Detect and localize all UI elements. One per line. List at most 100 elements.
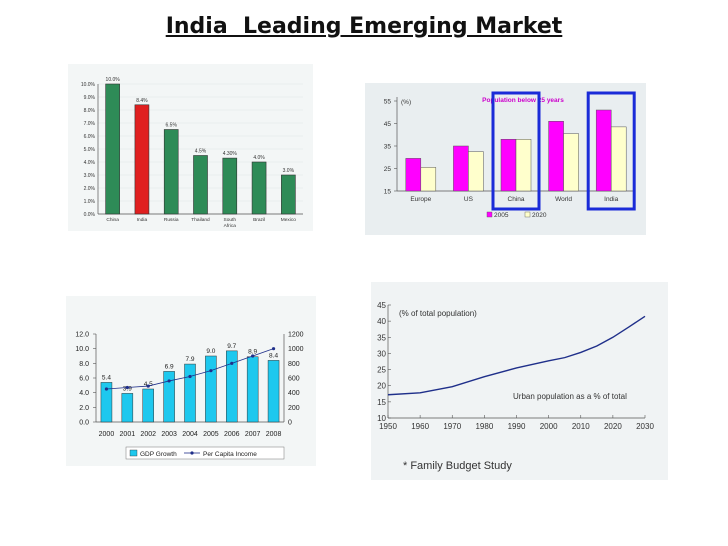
y-tick-label-right: 1000	[288, 346, 304, 353]
y-tick-label-right: 200	[288, 405, 300, 412]
x-tick-label: 2030	[636, 422, 654, 431]
x-tick-label: 2006	[224, 431, 240, 438]
y-tick-label-left: 10.0	[75, 346, 89, 353]
x-tick-label: 2004	[182, 431, 198, 438]
y-tick-label: 25	[384, 166, 392, 173]
x-tick-label: 2000	[540, 422, 558, 431]
x-tick-label: China	[508, 196, 525, 203]
x-tick-label: India	[137, 217, 148, 223]
bar	[500, 139, 517, 192]
bar	[548, 121, 564, 192]
y-tick-label-right: 600	[288, 376, 300, 383]
income-point	[167, 379, 171, 383]
x-tick-label: China	[106, 217, 119, 223]
data-label: 3.0%	[283, 168, 295, 174]
y-tick-label-left: 6.0	[79, 376, 89, 383]
population-below-25-svg: (%) Population below 25 years 15 25 35 45 55 Eu…	[384, 91, 636, 219]
bar	[184, 363, 196, 423]
bar	[563, 133, 579, 192]
income-point	[271, 347, 276, 351]
x-tick-label: 2005	[203, 431, 219, 438]
data-label: 5.4	[102, 374, 111, 381]
bar	[595, 109, 612, 192]
legend-swatch	[486, 211, 493, 218]
chart-title: (% of total population)	[399, 309, 477, 318]
gdp-growth-comparison-chart: 10.0% 9.0% 8.0% 7.0% 6.0% 5.0% 4.0% 3.0% 2.0% 1.0…	[68, 64, 313, 231]
data-label: 8.9	[248, 349, 257, 356]
footnote: * Family Budget Study	[403, 460, 512, 472]
bar	[420, 167, 437, 192]
bar	[142, 388, 154, 423]
x-tick-label: 2000	[99, 431, 115, 438]
y-tick-label: 15	[377, 398, 386, 407]
bar	[226, 350, 238, 423]
income-point	[188, 374, 192, 379]
income-point	[104, 387, 109, 391]
y-tick-label: 55	[384, 99, 392, 106]
y-tick-label: 6.0%	[84, 134, 96, 140]
x-tick-label: 2001	[120, 431, 136, 438]
x-tick-label: India	[604, 196, 618, 203]
data-label: 4.5%	[195, 149, 207, 155]
y-tick-label: 10.0%	[81, 82, 96, 88]
bar	[453, 145, 469, 192]
legend-label: 2005	[494, 212, 509, 219]
urban-population-chart: 10 15 20 25 30 35 40 45 1950 1960 1970 1980 1990 2000…	[371, 282, 668, 480]
y-tick-label: 2.0%	[84, 186, 96, 192]
bar	[405, 158, 422, 192]
y-tick-label: 15	[384, 189, 392, 196]
x-tick-label: 1990	[508, 422, 526, 431]
data-label: 6.5%	[166, 123, 178, 129]
bar	[205, 355, 217, 423]
bar	[610, 126, 627, 192]
income-point	[251, 354, 255, 358]
gdp-growth-comparison-svg: 10.0% 9.0% 8.0% 7.0% 6.0% 5.0% 4.0% 3.0% 2.0% 1.0…	[81, 77, 303, 229]
x-tick-label: 2002	[140, 431, 156, 438]
bar	[193, 155, 208, 215]
y-tick-label-left: 4.0	[79, 390, 89, 397]
gdp-growth-per-capita-chart: 0.0 2.0 4.0 6.0 8.0 10.0 12.0 0 200 400 600 800 1000…	[66, 296, 316, 466]
income-point	[230, 361, 234, 365]
bar	[246, 356, 259, 423]
x-tick-label: 2010	[572, 422, 590, 431]
y-tick-label: 40	[377, 317, 386, 326]
y-tick-label-right: 0	[288, 420, 292, 427]
bar	[134, 104, 150, 215]
x-tick-label: World	[555, 196, 572, 203]
x-tick-label: 1950	[379, 422, 397, 431]
legend-label: GDP Growth	[140, 451, 177, 458]
legend-box	[125, 446, 285, 460]
x-tick-label: 2007	[245, 431, 261, 438]
y-tick-label: 35	[384, 144, 392, 151]
legend-swatch-gdp	[129, 449, 138, 457]
bar	[163, 371, 175, 423]
data-label: 8.4	[269, 352, 278, 359]
y-tick-label: 25	[377, 366, 386, 375]
x-tick-label: Europe	[410, 196, 431, 203]
x-tick-label: US	[464, 196, 474, 203]
x-tick-label: South	[224, 217, 237, 223]
y-tick-label: 9.0%	[84, 95, 96, 101]
y-tick-label: 1.0%	[84, 199, 96, 205]
data-label: 10.0%	[106, 77, 121, 83]
y-tick-label: 0.0%	[84, 212, 96, 218]
bar	[468, 151, 484, 192]
unit-label: (%)	[401, 99, 411, 106]
bar	[251, 161, 267, 215]
highlight-box	[491, 91, 541, 211]
population-below-25-chart: (%) Population below 25 years 15 25 35 45 55 Eu…	[365, 83, 646, 235]
data-label: 6.9	[165, 363, 174, 370]
income-point	[146, 384, 150, 388]
income-point	[209, 369, 213, 373]
y-tick-label-left: 12.0	[75, 332, 89, 339]
bar	[515, 139, 532, 192]
y-tick-label: 7.0%	[84, 121, 96, 127]
x-tick-label: 1960	[411, 422, 429, 431]
y-tick-label: 20	[377, 382, 386, 391]
urban-population-svg: 10 15 20 25 30 35 40 45 1950 1960 1970 1980 1990 2000…	[377, 301, 654, 472]
bar	[163, 129, 179, 215]
data-label: 7.9	[185, 356, 194, 363]
x-tick-label: 2008	[266, 431, 282, 438]
y-tick-label: 35	[377, 333, 386, 342]
x-tick-label: Russia	[164, 217, 179, 223]
